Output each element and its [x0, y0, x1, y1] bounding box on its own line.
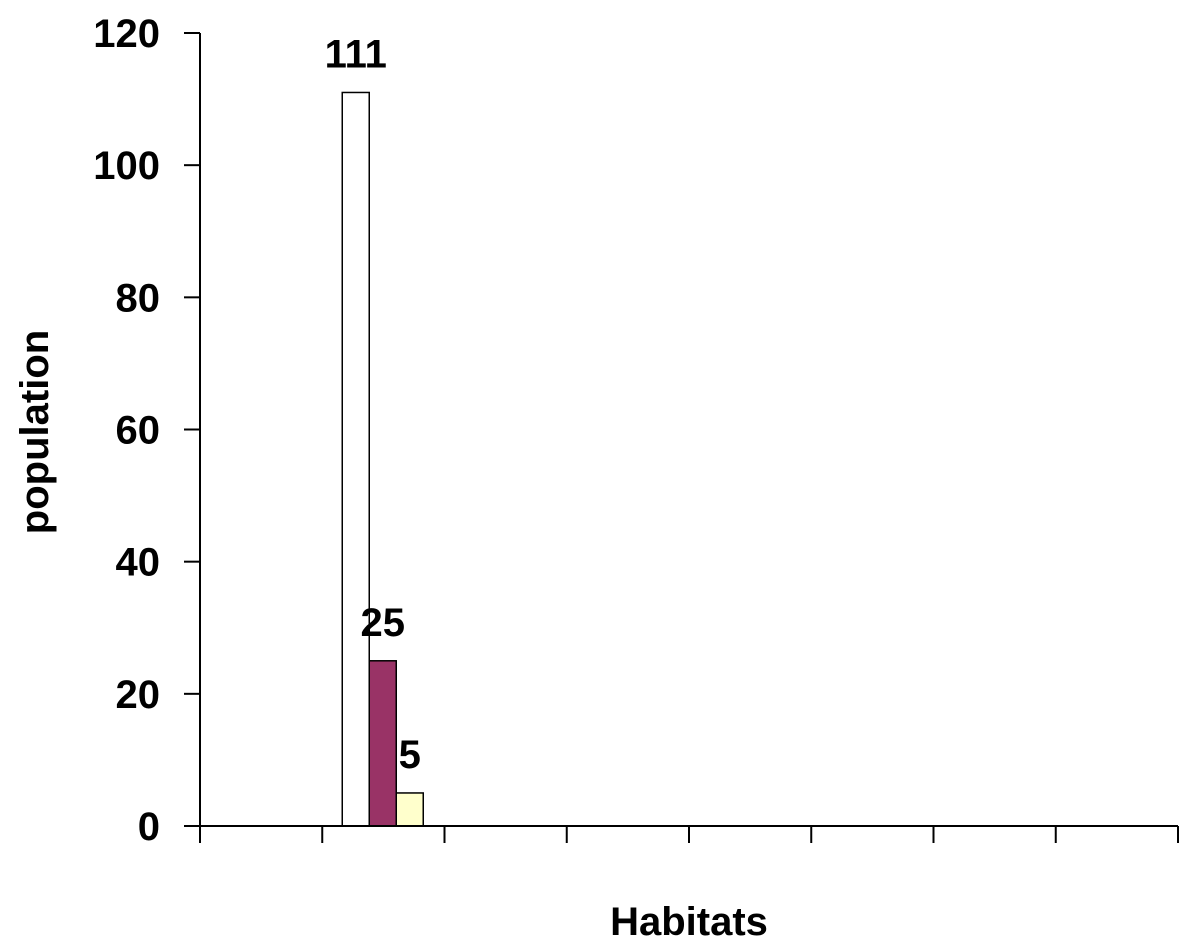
bar — [341, 91, 370, 827]
y-tick-label: 40 — [116, 541, 161, 585]
x-axis-ticks — [199, 826, 1179, 843]
y-tick-label: 0 — [138, 805, 160, 849]
y-tick-label: 20 — [116, 673, 161, 717]
y-tick-label: 60 — [116, 409, 161, 453]
y-tick-label: 80 — [116, 276, 161, 320]
data-labels-group: 111 25 5 — [325, 32, 421, 776]
y-tick-label: 120 — [93, 12, 160, 56]
y-axis-ticks: 0 20 40 60 80 100 120 — [93, 12, 200, 849]
bar — [395, 792, 424, 827]
bar — [368, 660, 397, 827]
bars-group — [341, 91, 424, 827]
y-tick-label: 100 — [93, 144, 160, 188]
y-axis-title: population — [13, 330, 57, 534]
bar-value-label: 5 — [399, 733, 421, 777]
bar-value-label: 111 — [325, 32, 387, 76]
bar-value-label: 25 — [361, 601, 406, 645]
x-axis-title: Habitats — [610, 900, 768, 944]
